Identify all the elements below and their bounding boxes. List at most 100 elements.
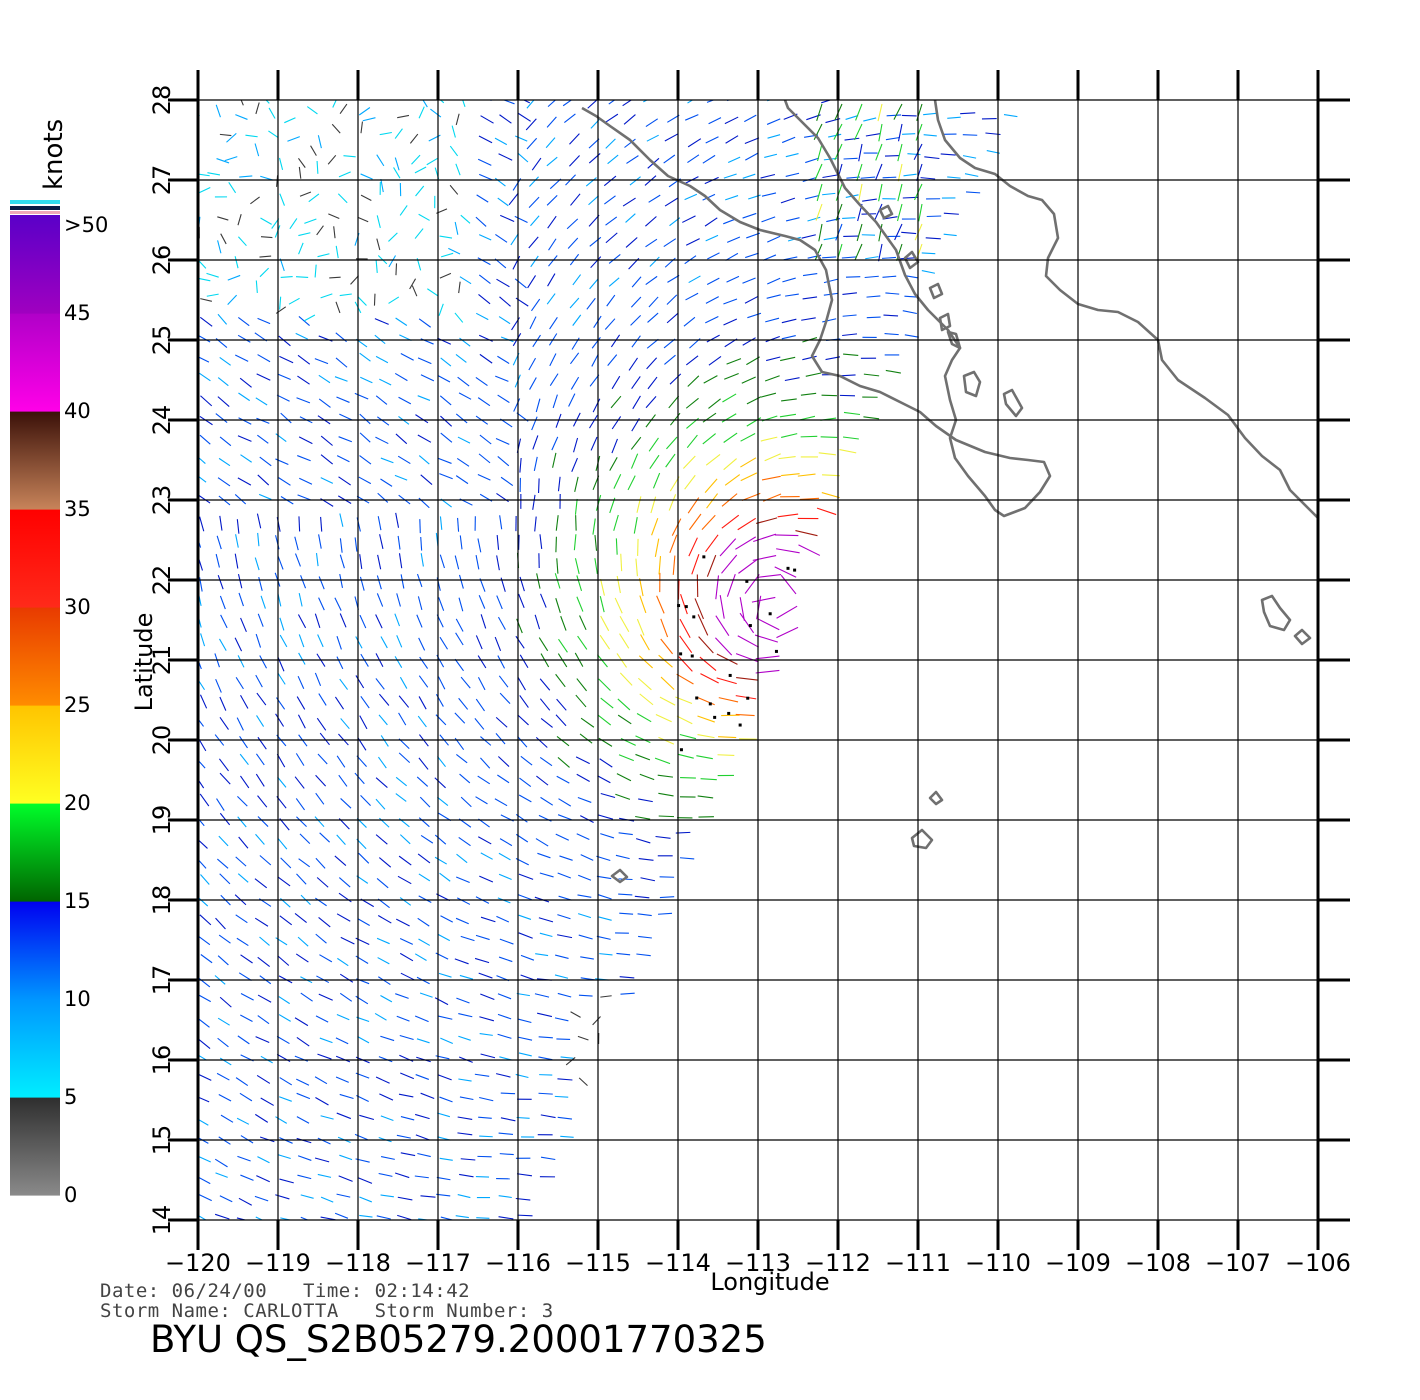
wind-vector [477, 655, 487, 669]
wind-vector [764, 153, 778, 158]
wind-vector [350, 275, 359, 285]
wind-vector [552, 394, 558, 409]
wind-vector [753, 533, 777, 542]
wind-vector [255, 102, 260, 115]
wind-vector [319, 1037, 333, 1044]
wind-vector [426, 157, 438, 166]
wind-vector [275, 713, 285, 727]
wind-vector [725, 252, 739, 261]
wind-vector [334, 376, 348, 382]
wind-vector [217, 396, 230, 408]
wind-vector [580, 854, 594, 861]
wind-vector [398, 396, 412, 405]
wind-vector [257, 1156, 270, 1164]
wind-vector [411, 285, 418, 297]
wind-vector [277, 672, 286, 685]
wind-vector [276, 1035, 290, 1045]
wind-vector [555, 413, 562, 428]
wind-vector [579, 615, 587, 631]
wind-vector [740, 472, 758, 482]
wind-vector [237, 317, 250, 327]
wind-vector [359, 715, 368, 730]
wind-vector [630, 453, 639, 469]
wind-vector [438, 812, 452, 822]
wind-vector [513, 398, 521, 412]
wind-vector [331, 123, 341, 134]
wind-vector [589, 236, 602, 247]
wind-vector [268, 130, 279, 139]
wind-vector [448, 247, 461, 255]
wind-vector [439, 516, 443, 530]
rain-flag-marker [786, 566, 790, 570]
wind-vector [494, 177, 506, 187]
wind-vector [439, 272, 452, 279]
colorbar-band-5-10 [10, 999, 60, 1098]
wind-vector [576, 833, 590, 840]
wind-vector [622, 197, 636, 207]
wind-vector [635, 558, 638, 577]
wind-vector [411, 154, 421, 165]
wind-vector [605, 232, 618, 244]
wind-vector [532, 494, 536, 510]
wind-vector [316, 225, 324, 236]
wind-vector [456, 997, 470, 1004]
wind-vector [657, 912, 673, 915]
wind-vector [479, 1135, 493, 1138]
wind-vector [379, 534, 384, 549]
wind-vector [604, 195, 616, 205]
wind-vector [234, 256, 239, 269]
colorbar-tick-label: >50 [64, 213, 108, 237]
wind-vector [395, 317, 408, 326]
wind-vector [757, 618, 780, 631]
wind-vector [218, 457, 231, 467]
wind-vector [339, 973, 354, 983]
wind-vector [645, 275, 658, 286]
colorbar-tick-label: 30 [64, 595, 91, 619]
wind-vector [215, 1172, 228, 1178]
wind-vector [417, 1152, 431, 1158]
colorbar-tick-labels: >50 45 40 35 30 25 20 15 10 5 0 [64, 213, 108, 1207]
wind-vector [239, 753, 249, 766]
wind-vector [620, 553, 623, 572]
wind-vectors [198, 100, 1018, 1220]
wind-vector [354, 772, 365, 785]
wind-vector [496, 278, 510, 288]
wind-vector [316, 877, 329, 888]
wind-vector [648, 437, 659, 452]
colorbar-band-45-50 [10, 215, 60, 314]
wind-vector [438, 972, 452, 978]
wind-vector [864, 275, 879, 279]
wind-vector [257, 816, 269, 827]
wind-vector [528, 196, 540, 208]
wind-vector [760, 173, 776, 179]
wind-vector [457, 376, 470, 387]
wind-vector [496, 555, 500, 571]
wind-vector [238, 417, 252, 425]
wind-vector [761, 216, 776, 223]
wind-vector [224, 156, 238, 162]
wind-vector [723, 432, 738, 443]
wind-vector [634, 895, 650, 899]
wind-vector [799, 497, 820, 500]
wind-vector [518, 932, 533, 939]
rain-flag-marker [684, 605, 688, 609]
wind-vector [359, 1196, 373, 1203]
latitude-tick-label: 25 [148, 325, 176, 356]
wind-vector [200, 633, 206, 647]
wind-vector [538, 1056, 553, 1061]
wind-vector [240, 1135, 254, 1144]
wind-vector [449, 145, 459, 157]
wind-vector [460, 935, 475, 942]
wind-vector [460, 676, 471, 689]
wind-vector [781, 433, 798, 438]
wind-vector [319, 954, 333, 963]
wind-vector [571, 457, 578, 472]
wind-vector [459, 337, 471, 347]
wind-vector [376, 593, 384, 607]
wind-vector [334, 696, 345, 710]
wind-vector [397, 455, 411, 465]
wind-vector [418, 213, 430, 221]
wind-vector [721, 554, 738, 574]
wind-vector [576, 773, 590, 782]
wind-vector [375, 436, 389, 445]
